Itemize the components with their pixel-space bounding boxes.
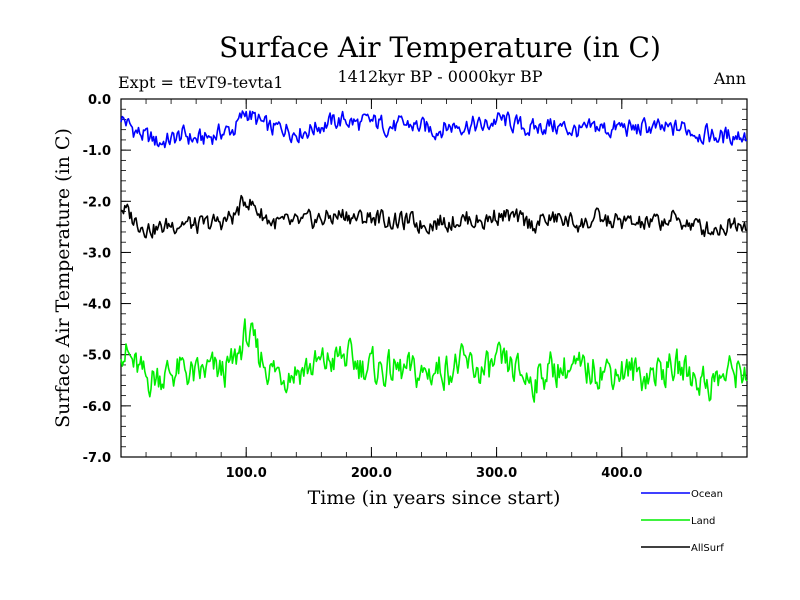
legend-label-ocean: Ocean — [691, 489, 723, 500]
y-tick-label: -5.0 — [83, 349, 111, 364]
legend: Ocean Land AllSurf — [641, 489, 724, 554]
legend-label-allsurf: AllSurf — [691, 543, 724, 554]
x-tick-label: 100.0 — [226, 466, 267, 481]
y-tick-label: -4.0 — [83, 298, 111, 313]
series-lines — [120, 110, 748, 403]
x-axis-label: Time (in years since start) — [308, 487, 561, 509]
legend-label-land: Land — [691, 516, 715, 527]
x-tick-label: 300.0 — [476, 466, 517, 481]
y-tick-label: -1.0 — [83, 144, 111, 159]
y-tick-label: 0.0 — [88, 93, 111, 108]
series-line-ocean — [120, 110, 748, 149]
y-tick-label: -7.0 — [83, 451, 111, 466]
series-line-land — [120, 318, 748, 403]
experiment-label: Expt = tEvT9-tevta1 — [118, 73, 283, 92]
x-tick-label: 200.0 — [351, 466, 392, 481]
series-line-allsurf — [120, 194, 748, 239]
axis-ticks: 0.0 -1.0 -2.0 -3.0 -4.0 -5.0 -6.0 -7.0 100.0 200.… — [83, 93, 747, 481]
plot-frame — [120, 98, 748, 458]
y-tick-label: -6.0 — [83, 400, 111, 415]
season-label: Ann — [713, 69, 746, 88]
x-tick-label: 400.0 — [601, 466, 642, 481]
y-tick-label: -2.0 — [83, 195, 111, 210]
y-axis-label: Surface Air Temperature (in C) — [52, 128, 74, 428]
y-tick-label: -3.0 — [83, 246, 111, 261]
chart-subtitle: 1412kyr BP - 0000kyr BP — [338, 67, 543, 86]
chart-title: Surface Air Temperature (in C) — [219, 31, 661, 64]
